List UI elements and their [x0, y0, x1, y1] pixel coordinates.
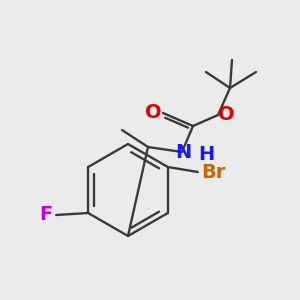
Text: O: O: [145, 103, 161, 122]
Text: H: H: [198, 145, 214, 164]
Text: O: O: [218, 104, 234, 124]
Text: F: F: [40, 206, 53, 224]
Text: N: N: [175, 142, 191, 161]
Text: Br: Br: [202, 163, 226, 182]
